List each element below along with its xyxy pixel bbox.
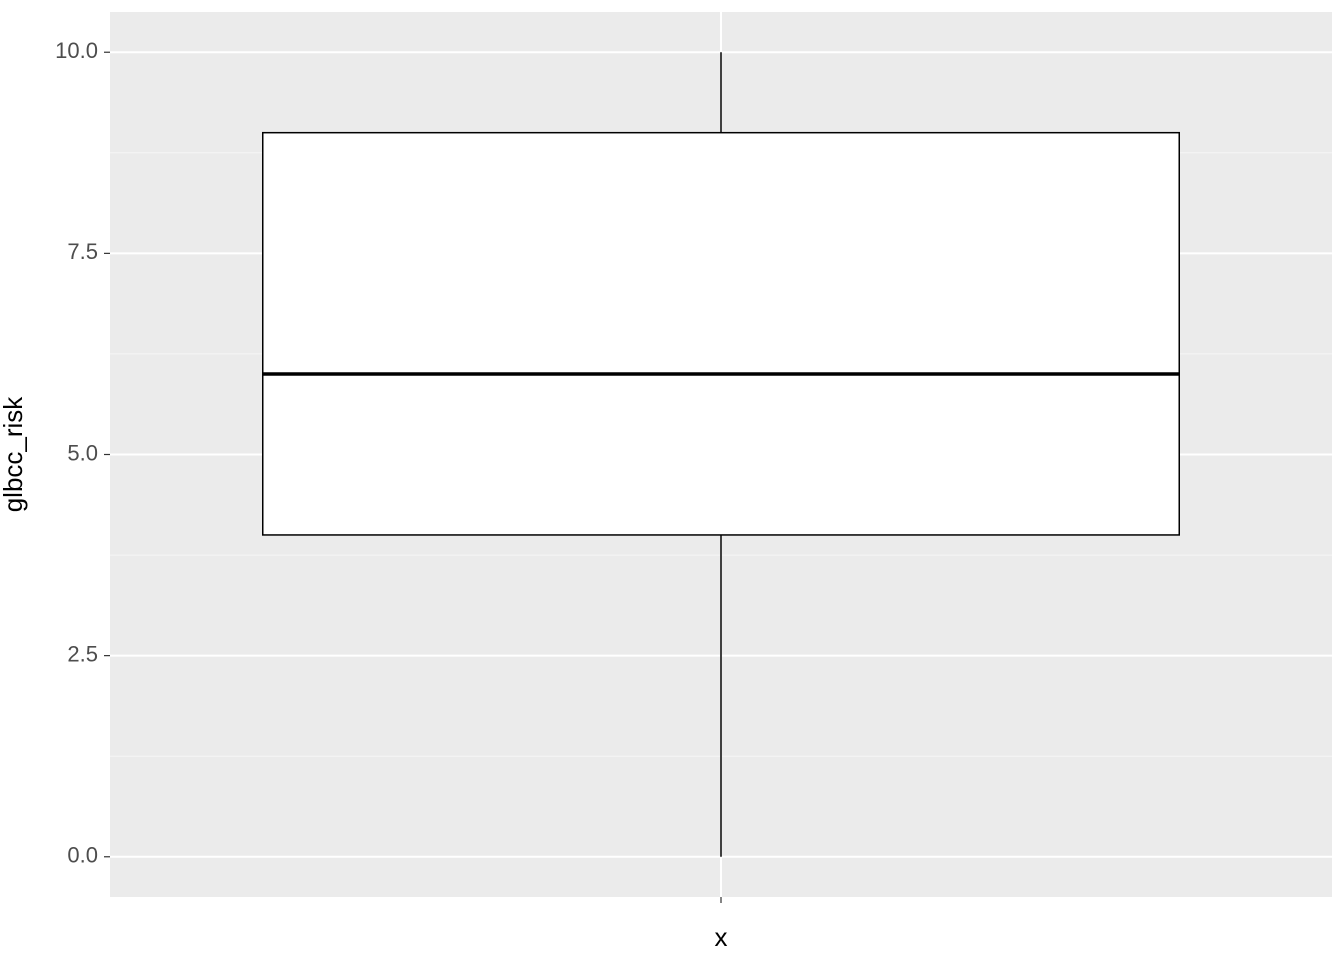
- box: [263, 133, 1180, 535]
- y-tick-label: 0.0: [67, 843, 98, 868]
- boxplot-chart: 0.0 2.5 5.0 7.5 10.0 glbcc_riskx: [0, 0, 1344, 960]
- y-tick-label: 5.0: [67, 440, 98, 465]
- chart-svg: 0.0 2.5 5.0 7.5 10.0 glbcc_riskx: [0, 0, 1344, 960]
- y-tick-label: 2.5: [67, 641, 98, 666]
- x-axis-title: x: [715, 922, 728, 952]
- y-axis-title: glbcc_risk: [0, 396, 28, 513]
- y-tick-label: 10.0: [55, 38, 98, 63]
- y-tick-label: 7.5: [67, 239, 98, 264]
